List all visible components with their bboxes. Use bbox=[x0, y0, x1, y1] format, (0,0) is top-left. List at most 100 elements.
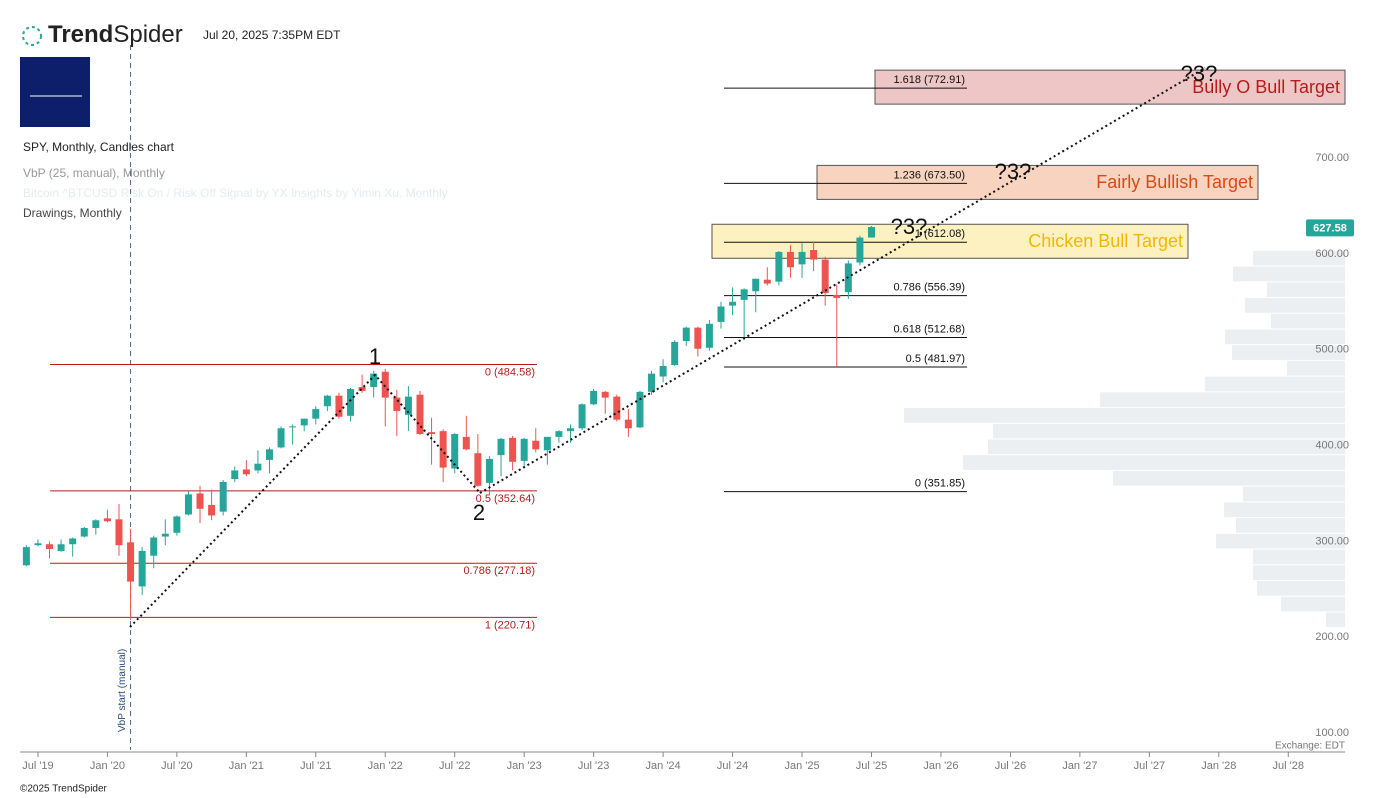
candle-body bbox=[601, 391, 609, 398]
volume-bar bbox=[1257, 580, 1345, 596]
candle-body bbox=[705, 323, 713, 348]
x-tick-label: Jul '26 bbox=[995, 760, 1026, 772]
candle-body bbox=[161, 533, 169, 537]
price-tag-label: 627.58 bbox=[1313, 222, 1347, 234]
x-tick-label: Jul '25 bbox=[856, 760, 887, 772]
fib-label: 1 (612.08) bbox=[915, 228, 965, 240]
trend-line bbox=[129, 373, 481, 628]
target-box bbox=[816, 164, 1259, 200]
volume-bar bbox=[988, 439, 1345, 455]
brand-b: Spider bbox=[113, 21, 182, 48]
fib-label: 0.786 (556.39) bbox=[893, 282, 965, 294]
candle-body bbox=[231, 470, 239, 480]
candle-body bbox=[347, 388, 355, 416]
candle-body bbox=[300, 418, 308, 426]
candle-body bbox=[578, 404, 586, 429]
candle-body bbox=[69, 538, 77, 545]
volume-bar bbox=[1243, 486, 1345, 502]
fib-label: 1.236 (673.50) bbox=[893, 169, 965, 181]
candle-body bbox=[416, 394, 424, 435]
y-tick-label: 700.00 bbox=[1315, 152, 1349, 164]
candle-body bbox=[682, 327, 690, 342]
brand: TrendSpider bbox=[48, 21, 183, 48]
candle-body bbox=[265, 449, 273, 460]
volume-bar bbox=[1267, 282, 1345, 298]
exchange: Exchange: EDT bbox=[1275, 741, 1345, 752]
candle-body bbox=[833, 295, 841, 298]
x-tick-label: Jul '19 bbox=[22, 760, 53, 772]
candle-body bbox=[196, 493, 204, 509]
candle-body bbox=[428, 432, 436, 435]
target-label: Chicken Bull Target bbox=[1028, 231, 1183, 251]
fib-label: 0.5 (352.64) bbox=[476, 493, 535, 505]
candle-body bbox=[57, 544, 65, 551]
volume-bar bbox=[1224, 502, 1345, 518]
candle-body bbox=[381, 371, 389, 398]
y-tick-label: 400.00 bbox=[1315, 439, 1349, 451]
fib-label: 0 (351.85) bbox=[915, 478, 965, 490]
fib-label: 1 (220.71) bbox=[485, 619, 535, 631]
x-tick-label: Jan '26 bbox=[923, 760, 958, 772]
candle-body bbox=[740, 289, 748, 300]
candle-body bbox=[624, 419, 632, 429]
target-box bbox=[874, 69, 1346, 105]
volume-bar bbox=[1326, 612, 1345, 628]
candle-body bbox=[856, 237, 864, 263]
fib-label: 0.5 (481.97) bbox=[906, 353, 965, 365]
candle-body bbox=[485, 458, 493, 483]
candle-body bbox=[138, 550, 146, 587]
candle-body bbox=[370, 373, 378, 388]
volume-bar bbox=[993, 423, 1345, 439]
x-tick-label: Jan '24 bbox=[646, 760, 681, 772]
volume-bar bbox=[1253, 549, 1345, 565]
candle-body bbox=[798, 251, 806, 265]
x-tick-label: Jan '20 bbox=[90, 760, 125, 772]
volume-bar bbox=[1225, 329, 1345, 345]
candle-body bbox=[474, 453, 482, 486]
volume-bar bbox=[1281, 596, 1345, 612]
candle-body bbox=[543, 436, 551, 451]
candle-body bbox=[289, 426, 297, 428]
candle-body bbox=[184, 494, 192, 515]
legend-line: VbP (25, manual), Monthly bbox=[23, 166, 165, 180]
y-tick-label: 600.00 bbox=[1315, 248, 1349, 260]
candle-body bbox=[520, 438, 528, 461]
volume-bar bbox=[1100, 392, 1345, 408]
timestamp: Jul 20, 2025 7:35PM EDT bbox=[203, 28, 341, 42]
legend-line: Bitcoin ^BTCUSD Risk On / Risk Off Signa… bbox=[23, 186, 448, 200]
candle-body bbox=[115, 519, 123, 546]
candle-body bbox=[22, 547, 30, 566]
y-tick-label: 200.00 bbox=[1315, 631, 1349, 643]
volume-bar bbox=[1113, 470, 1345, 486]
candle-body bbox=[46, 544, 54, 550]
legend-line: SPY, Monthly, Candles chart bbox=[23, 140, 175, 154]
x-tick-label: Jul '23 bbox=[578, 760, 609, 772]
candle-body bbox=[208, 504, 216, 516]
x-tick-label: Jan '21 bbox=[229, 760, 264, 772]
candle-body bbox=[335, 395, 343, 417]
candle-body bbox=[786, 251, 794, 268]
candle-body bbox=[277, 428, 285, 448]
candle-body bbox=[821, 259, 829, 294]
candle-body bbox=[555, 431, 563, 437]
annotation: ?3? bbox=[1181, 61, 1218, 86]
x-tick-label: Jan '28 bbox=[1201, 760, 1236, 772]
candle-body bbox=[810, 250, 818, 260]
logo: TrendSpider bbox=[22, 21, 183, 48]
candle-body bbox=[867, 227, 875, 238]
candle-body bbox=[80, 527, 88, 537]
candle-body bbox=[393, 397, 401, 412]
x-tick-label: Jul '22 bbox=[439, 760, 470, 772]
x-tick-label: Jul '20 bbox=[161, 760, 192, 772]
volume-bar bbox=[1253, 565, 1345, 580]
candle-body bbox=[566, 428, 574, 432]
annotation: ?3? bbox=[891, 214, 928, 239]
candle-body bbox=[404, 396, 412, 415]
candle-body bbox=[103, 518, 111, 522]
candle-body bbox=[150, 537, 158, 556]
candle-body bbox=[312, 409, 320, 419]
candle-body bbox=[648, 373, 656, 392]
logo-icon bbox=[22, 26, 42, 46]
candle-body bbox=[752, 278, 760, 292]
